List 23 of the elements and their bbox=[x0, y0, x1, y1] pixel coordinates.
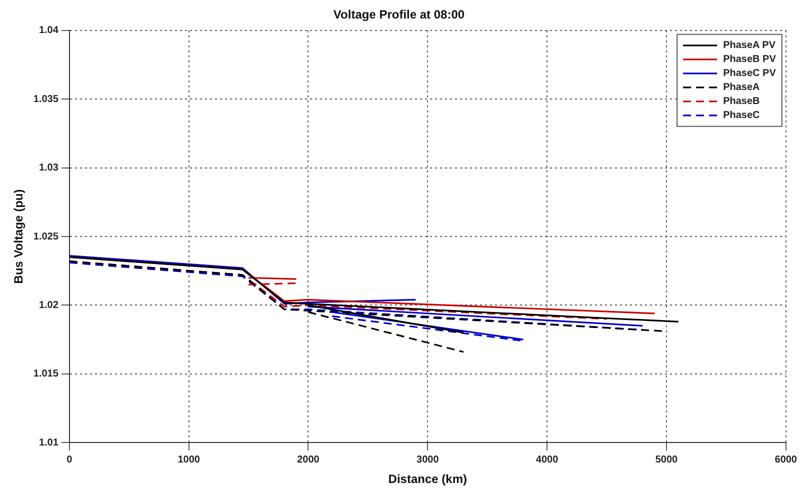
legend-label: PhaseC bbox=[723, 110, 760, 122]
legend-label: PhaseC PV bbox=[723, 68, 776, 80]
y-tick-label: 1.015 bbox=[33, 368, 59, 380]
x-tick-label: 1000 bbox=[178, 454, 200, 466]
x-tick-label: 3000 bbox=[416, 454, 440, 466]
x-tick-label: 5000 bbox=[655, 454, 678, 466]
legend-label: PhaseA bbox=[723, 82, 760, 94]
y-tick-label: 1.035 bbox=[33, 94, 59, 105]
x-tick-label: 0 bbox=[66, 454, 73, 466]
chart-title: Voltage Profile at 08:00 bbox=[333, 8, 465, 22]
x-axis-title: Distance (km) bbox=[388, 472, 467, 486]
legend-label: PhaseB bbox=[723, 96, 760, 108]
x-tick-label: 4000 bbox=[536, 454, 559, 466]
y-tick-label: 1.025 bbox=[33, 231, 59, 242]
y-tick-label: 1.02 bbox=[38, 300, 59, 311]
legend-label: PhaseA PV bbox=[723, 40, 776, 52]
y-tick-label: 1.01 bbox=[38, 437, 59, 448]
x-tick-label: 2000 bbox=[297, 454, 320, 466]
legend-label: PhaseB PV bbox=[723, 54, 776, 66]
y-tick-label: 1.04 bbox=[38, 25, 59, 36]
x-tick-label: 6000 bbox=[774, 454, 798, 466]
y-axis-title: Bus Voltage (pu) bbox=[12, 189, 26, 284]
y-tick-label: 1.03 bbox=[38, 162, 59, 174]
